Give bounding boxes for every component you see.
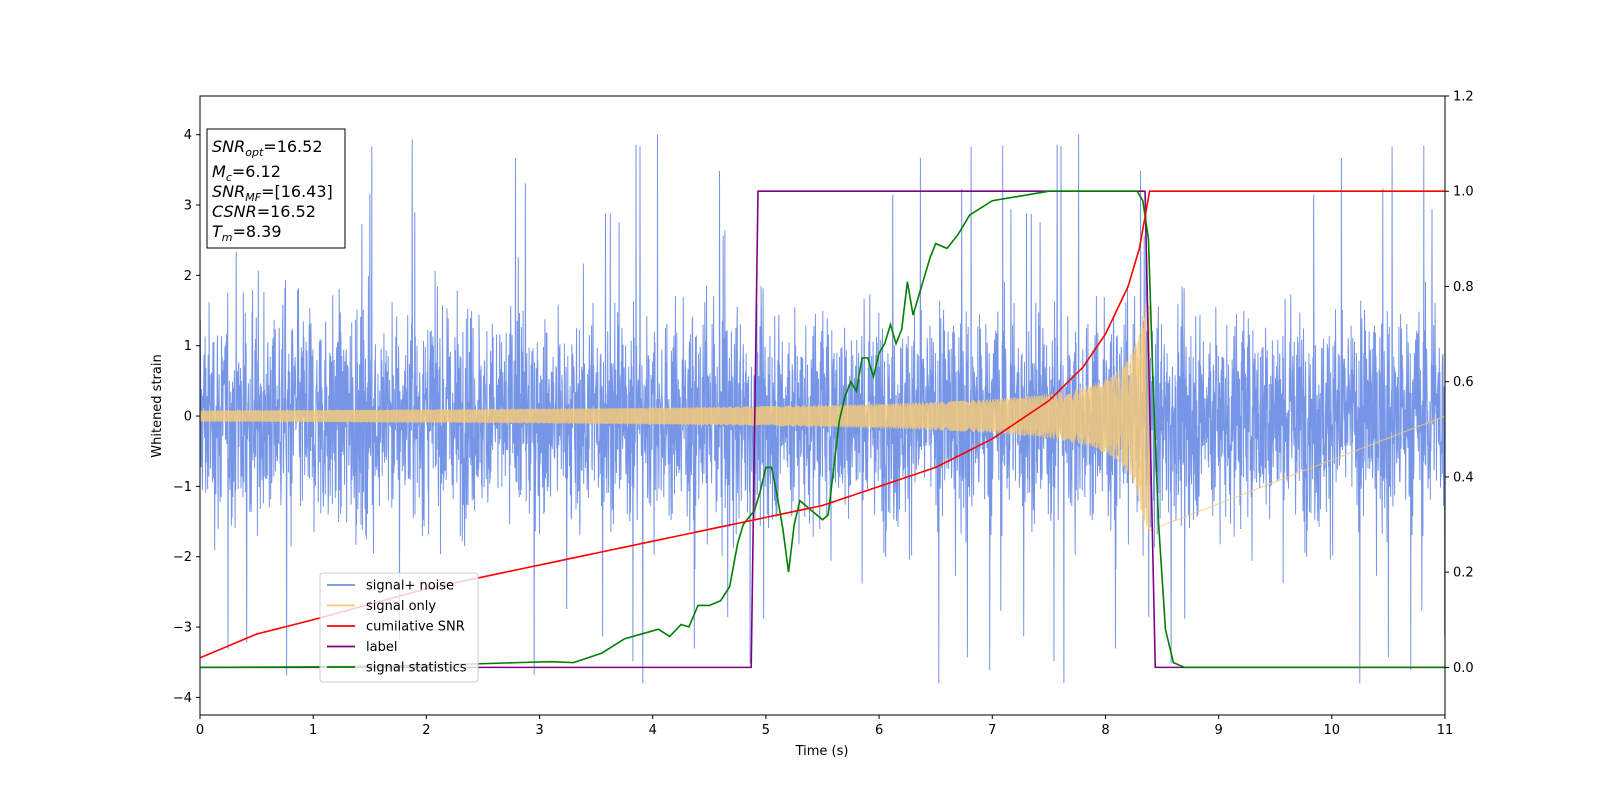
y-left-tick-label: 1: [184, 339, 192, 354]
y-left-tick-label: −4: [173, 691, 192, 706]
y-left-tick-label: 2: [184, 269, 192, 284]
y-left-tick-label: 0: [184, 410, 192, 425]
info-box-line: SNRopt=16.52: [212, 137, 323, 159]
y-axis-label: Whitened strain: [150, 354, 165, 457]
legend-label: signal only: [366, 599, 436, 614]
x-tick-label: 2: [422, 723, 430, 738]
legend: signal+ noise signal only cumilative SNR la…: [319, 572, 479, 683]
y-axis-right-ticks: 0.0 0.2 0.4 0.6 0.8 1.0 1.2: [1445, 90, 1474, 676]
y-axis-left-ticks: −4 −3 −2 −1 0 1 2 3 4: [173, 128, 200, 706]
y-left-tick-label: −2: [173, 550, 192, 565]
info-box-line: SNRMF=[16.43]: [212, 182, 333, 204]
info-box-line: Tm=8.39: [212, 222, 282, 244]
legend-label: signal+ noise: [366, 579, 454, 594]
x-tick-label: 4: [649, 723, 657, 738]
y-left-tick-label: −3: [173, 621, 192, 636]
y-left-tick-label: −1: [173, 480, 192, 495]
info-box-frame: [206, 128, 346, 249]
legend-label: cumilative SNR: [366, 620, 465, 635]
x-axis-label: Time (s): [795, 744, 849, 759]
x-tick-label: 7: [988, 723, 996, 738]
y-right-tick-label: 0.0: [1453, 661, 1474, 676]
y-left-tick-label: 3: [184, 199, 192, 214]
x-tick-label: 3: [535, 723, 543, 738]
plot-frame: [199, 95, 1446, 716]
series-signal-statistics: [200, 190, 1445, 669]
x-tick-label: 11: [1437, 723, 1454, 738]
y-right-tick-label: 0.2: [1453, 566, 1474, 581]
y-right-tick-label: 0.8: [1453, 280, 1474, 295]
series-signal-plus-noise: [200, 134, 1445, 684]
x-tick-label: 0: [196, 723, 204, 738]
info-box: SNRopt=16.52 Mc=6.12SNRMF=[16.43]CSNR=16.…: [206, 128, 346, 249]
legend-frame: [319, 572, 479, 683]
y-right-tick-label: 0.4: [1453, 470, 1474, 485]
info-box-line: Mc=6.12: [212, 162, 281, 184]
x-tick-label: 1: [309, 723, 317, 738]
info-box-line: CSNR=16.52: [212, 202, 316, 221]
y-right-tick-label: 1.0: [1453, 185, 1474, 200]
y-left-tick-label: 4: [184, 128, 192, 143]
x-tick-label: 5: [762, 723, 770, 738]
x-tick-label: 8: [1101, 723, 1109, 738]
legend-label: signal statistics: [366, 661, 467, 676]
x-tick-label: 6: [875, 723, 883, 738]
legend-label: label: [366, 640, 397, 655]
x-tick-label: 10: [1324, 723, 1341, 738]
x-axis-ticks: 0 1 2 3 4 5 6 7 8 9 10 11: [196, 715, 1453, 738]
y-right-tick-label: 1.2: [1453, 90, 1474, 105]
series-signal-only: [200, 302, 1445, 533]
y-right-tick-label: 0.6: [1453, 375, 1474, 390]
x-tick-label: 9: [1214, 723, 1222, 738]
